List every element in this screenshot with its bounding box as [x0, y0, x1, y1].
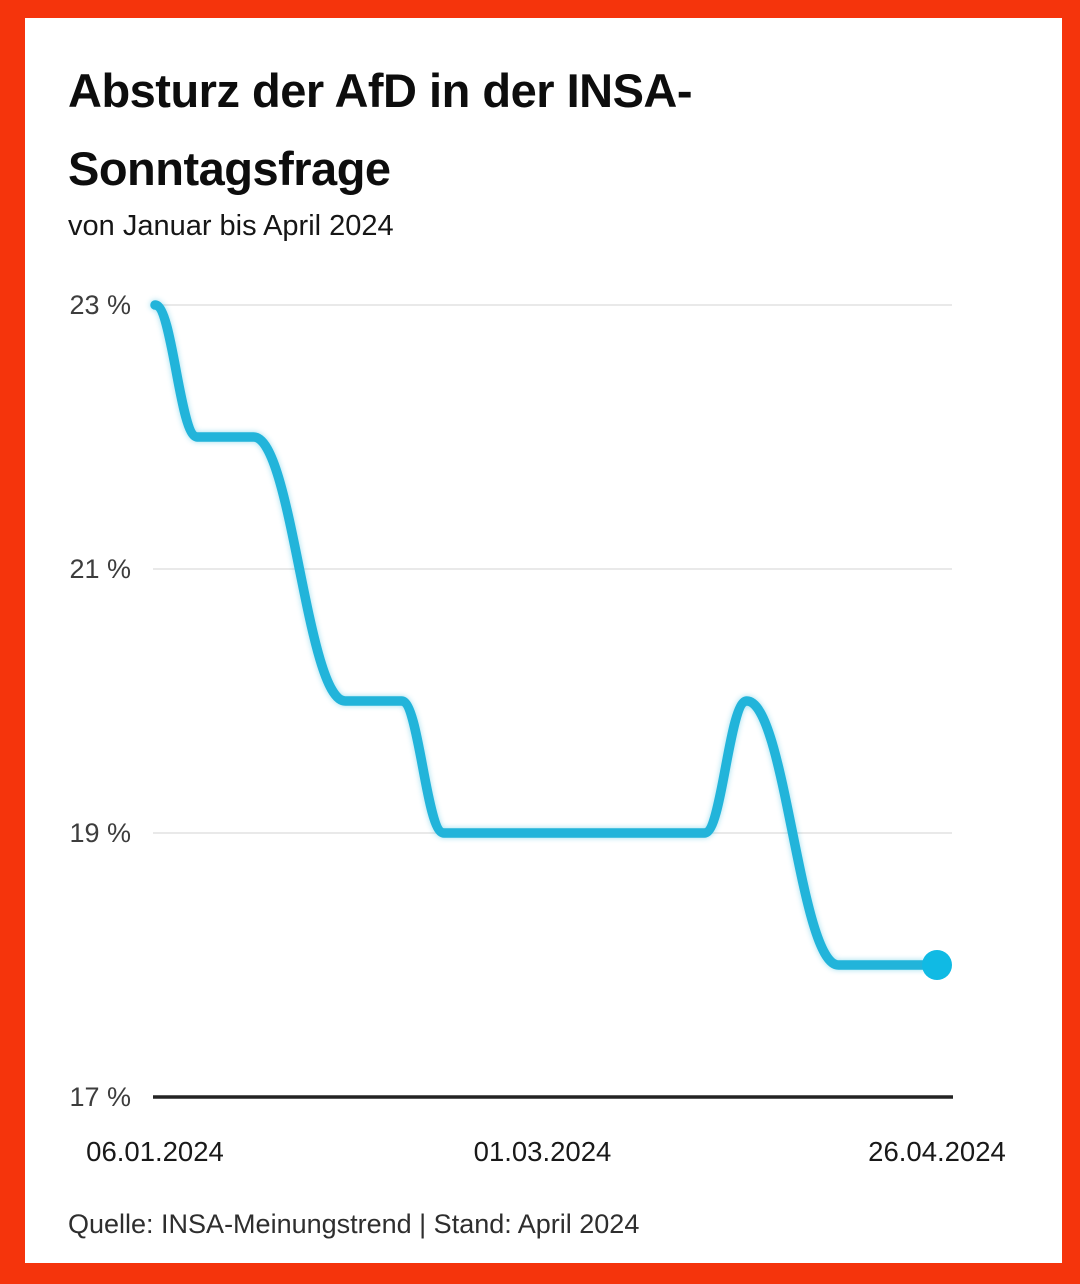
source-caption: Quelle: INSA-Meinungstrend | Stand: Apri… [68, 1209, 640, 1239]
x-axis-tick-label: 06.01.2024 [86, 1136, 224, 1167]
y-axis-tick-label: 17 % [69, 1082, 131, 1112]
y-axis-tick-label: 19 % [69, 818, 131, 848]
page-title: Absturz der AfD in der INSA- Sonntagsfra… [68, 52, 693, 208]
y-axis-tick-label: 21 % [69, 554, 131, 584]
trend-line [150, 300, 942, 970]
x-axis-tick-label: 26.04.2024 [868, 1136, 1006, 1167]
x-axis-tick-label: 01.03.2024 [473, 1136, 612, 1167]
line-chart [150, 300, 953, 1099]
title-line-1: Absturz der AfD in der INSA- [68, 64, 693, 117]
title-line-2: Sonntagsfrage [68, 142, 391, 195]
chart-card: Absturz der AfD in der INSA- Sonntagsfra… [25, 18, 1062, 1263]
subtitle: von Januar bis April 2024 [68, 210, 394, 242]
y-axis-tick-label: 23 % [69, 290, 131, 320]
end-point-dot [922, 950, 952, 980]
